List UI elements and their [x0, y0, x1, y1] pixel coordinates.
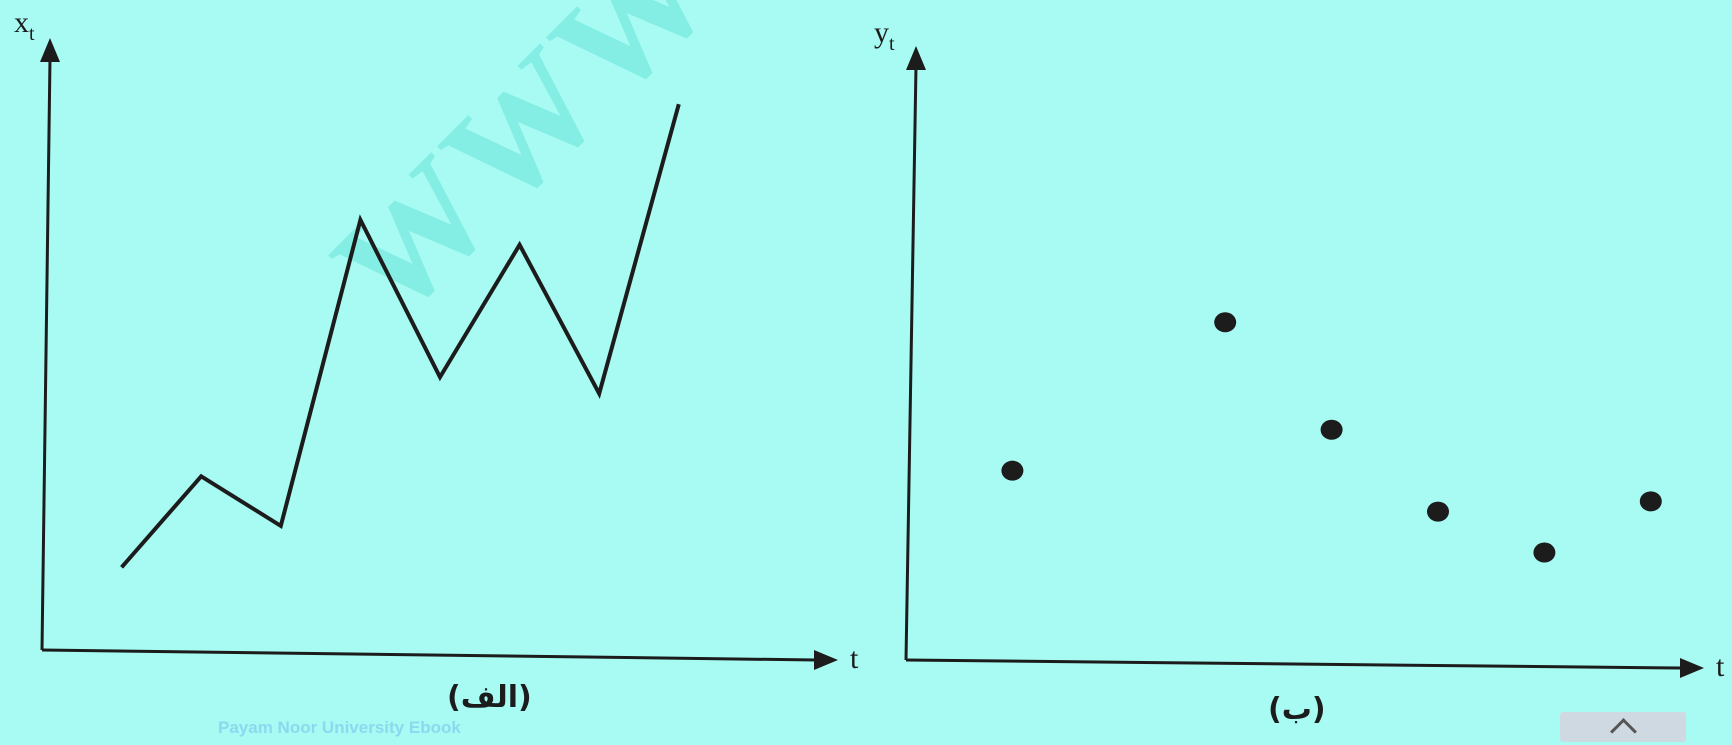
panel-b-axes: yt t [874, 16, 1725, 683]
panel-a-y-label: xt [14, 6, 35, 45]
panel-b-point [1639, 491, 1662, 512]
panel-a-y-arrow [40, 38, 60, 62]
panel-a-x-arrow [814, 650, 838, 670]
panel-b-caption: (ب) [1268, 692, 1326, 727]
panel-a-series [120, 103, 681, 569]
panel-a-caption: (الف) [447, 680, 532, 715]
panel-b-x-axis [905, 658, 1681, 670]
panel-b-point [1320, 419, 1343, 440]
footer-text: Payam Noor University Ebook [218, 718, 461, 737]
scroll-to-top-button[interactable] [1560, 712, 1686, 745]
panel-b-point [1001, 460, 1024, 481]
panel-a-series-line [120, 103, 681, 569]
panel-a-x-label: t [850, 642, 859, 675]
panel-b-x-arrow [1680, 658, 1704, 678]
panel-b-y-label: yt [874, 16, 895, 55]
panel-b-series [1001, 312, 1662, 563]
panel-b-y-arrow [906, 46, 926, 70]
chevron-up-icon [1610, 718, 1637, 745]
panel-b-point [1427, 501, 1449, 522]
panel-b-point [1533, 542, 1556, 563]
panel-b-point [1214, 312, 1237, 333]
panel-b-x-label: t [1716, 650, 1725, 683]
panel-a-y-axis [40, 57, 52, 651]
panel-b-y-axis [904, 65, 918, 661]
panel-a-x-axis [41, 648, 817, 662]
panel-a-axes: xt t [14, 6, 859, 675]
